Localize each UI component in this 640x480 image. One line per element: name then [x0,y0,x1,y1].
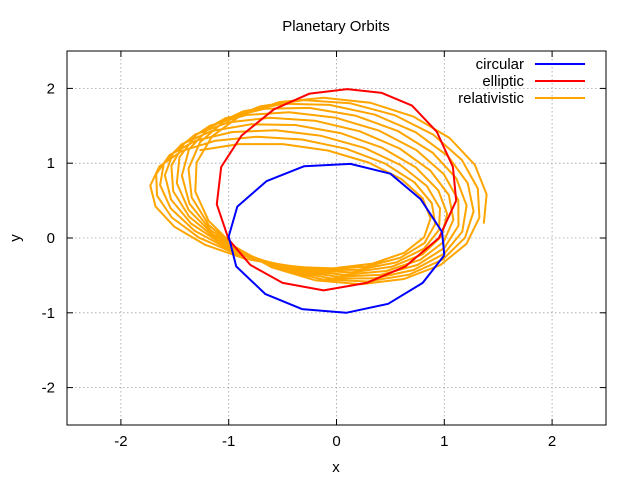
legend-label-elliptic: elliptic [482,73,524,90]
relativistic-orbit-line [149,96,488,286]
chart-title: Planetary Orbits [282,18,390,35]
x-tick-label: -2 [114,433,127,450]
y-tick-label: -1 [42,305,55,322]
y-tick-label: 0 [47,230,55,247]
x-axis-label: x [332,459,340,476]
legend: circular elliptic relativistic [458,56,585,107]
plot-series [149,88,488,314]
axis-ticks: -2 -1 0 1 2 -2 -1 0 1 2 [42,51,606,450]
x-tick-label: 2 [548,433,556,450]
elliptic-orbit-line [215,88,458,292]
x-tick-label: -1 [222,433,235,450]
y-tick-label: 2 [47,80,55,97]
y-tick-label: -2 [42,380,55,397]
x-tick-label: 1 [440,433,448,450]
y-axis-label: y [7,234,24,242]
legend-label-relativistic: relativistic [458,90,524,107]
x-tick-label: 0 [332,433,340,450]
circular-orbit-line [227,162,446,314]
legend-label-circular: circular [476,56,524,73]
y-tick-label: 1 [47,155,55,172]
